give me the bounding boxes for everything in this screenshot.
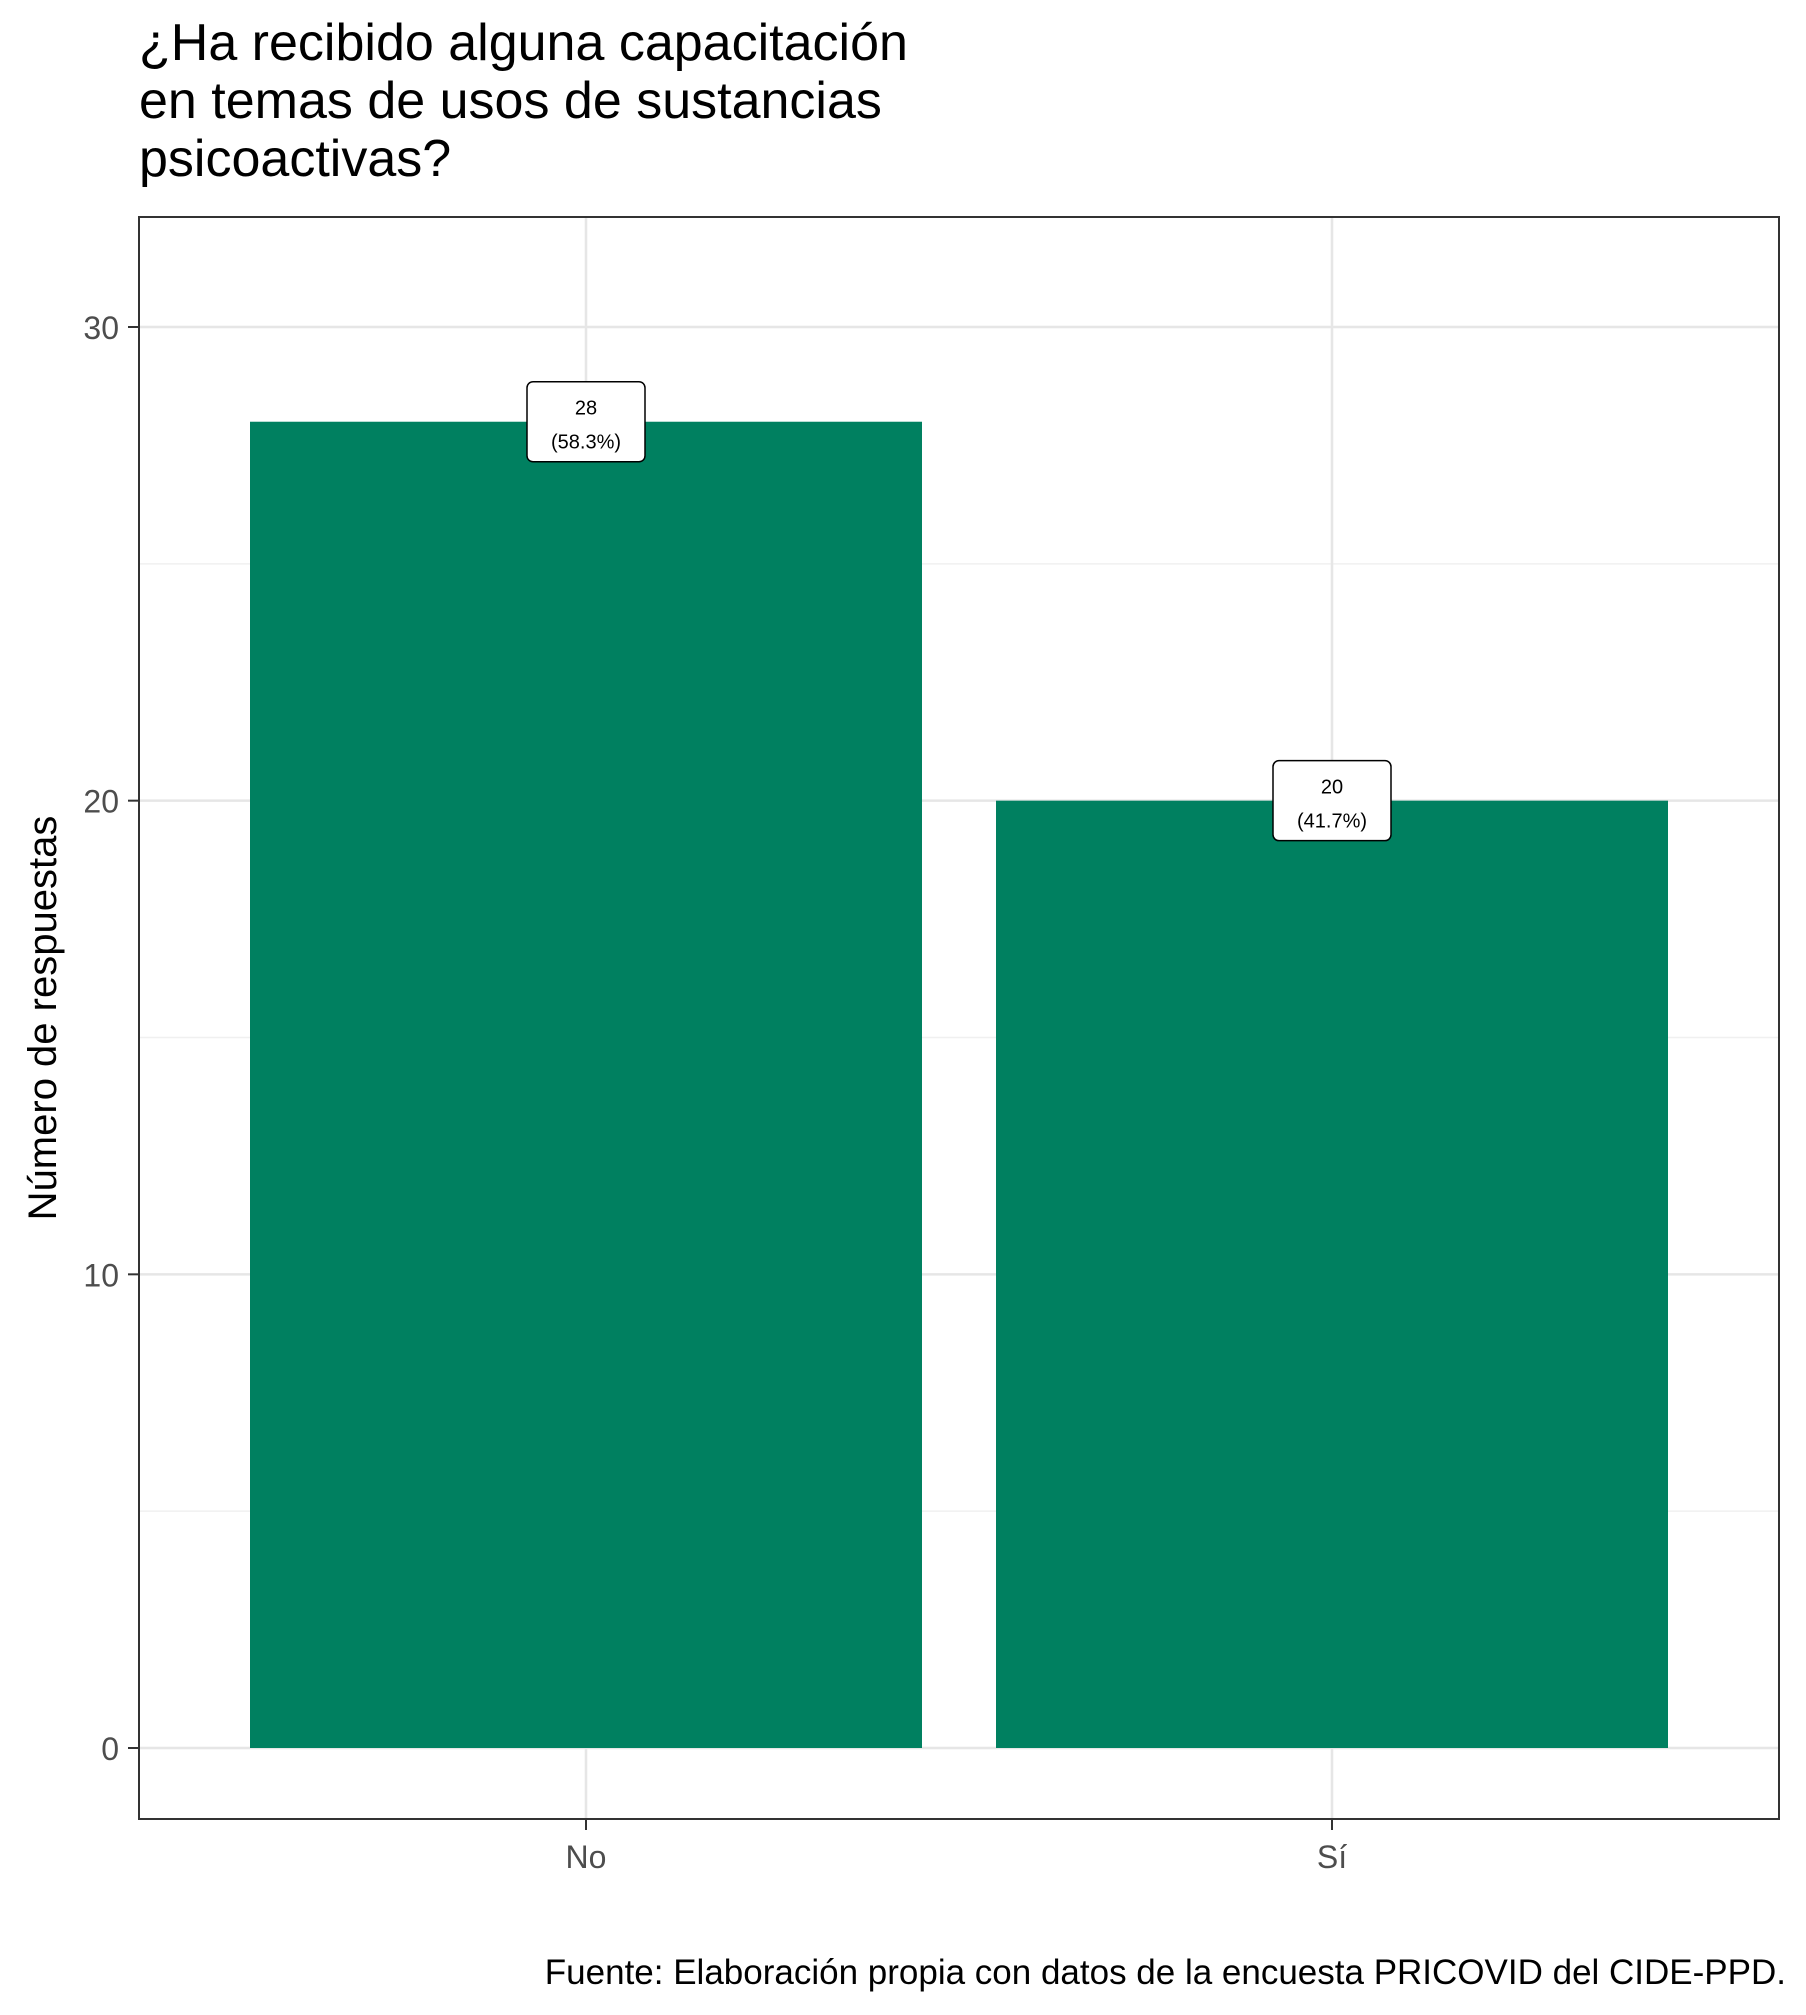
data-label-count: 28 (575, 398, 597, 420)
x-tick-label: Sí (1317, 1839, 1347, 1875)
chart-title-line: ¿Ha recibido alguna capacitación (139, 14, 908, 72)
y-tick-label: 30 (83, 310, 119, 346)
bars (250, 421, 1668, 1748)
data-label-percent: (41.7%) (1297, 811, 1367, 833)
x-tick-label: No (566, 1839, 607, 1875)
y-tick-label: 0 (101, 1731, 119, 1767)
chart-title-line: en temas de usos de sustancias (139, 72, 882, 130)
chart-title-line: psicoactivas? (139, 130, 452, 188)
data-label: 28 (58.3%) (526, 380, 646, 463)
chart-title: ¿Ha recibido alguna capacitación en tema… (139, 14, 1239, 188)
plot-panel-border (138, 216, 1780, 1820)
bar-sí (996, 800, 1668, 1748)
data-label-count: 20 (1321, 777, 1343, 799)
data-label-percent: (58.3%) (551, 432, 621, 454)
y-tick-label: 20 (83, 784, 119, 820)
y-axis: 0 10 20 30 (83, 310, 139, 1767)
x-axis: No Sí (566, 1819, 1347, 1875)
data-label-box (1272, 759, 1392, 842)
bar-no (250, 421, 922, 1748)
data-labels: 28 (58.3%) 20 (41.7%) (526, 380, 1392, 842)
y-axis-label: Número de respuestas (21, 816, 65, 1221)
y-tick-label: 10 (83, 1257, 119, 1293)
data-label: 20 (41.7%) (1272, 759, 1392, 842)
data-label-box (526, 380, 646, 463)
source-caption: Fuente: Elaboración propia con datos de … (544, 1953, 1786, 1992)
